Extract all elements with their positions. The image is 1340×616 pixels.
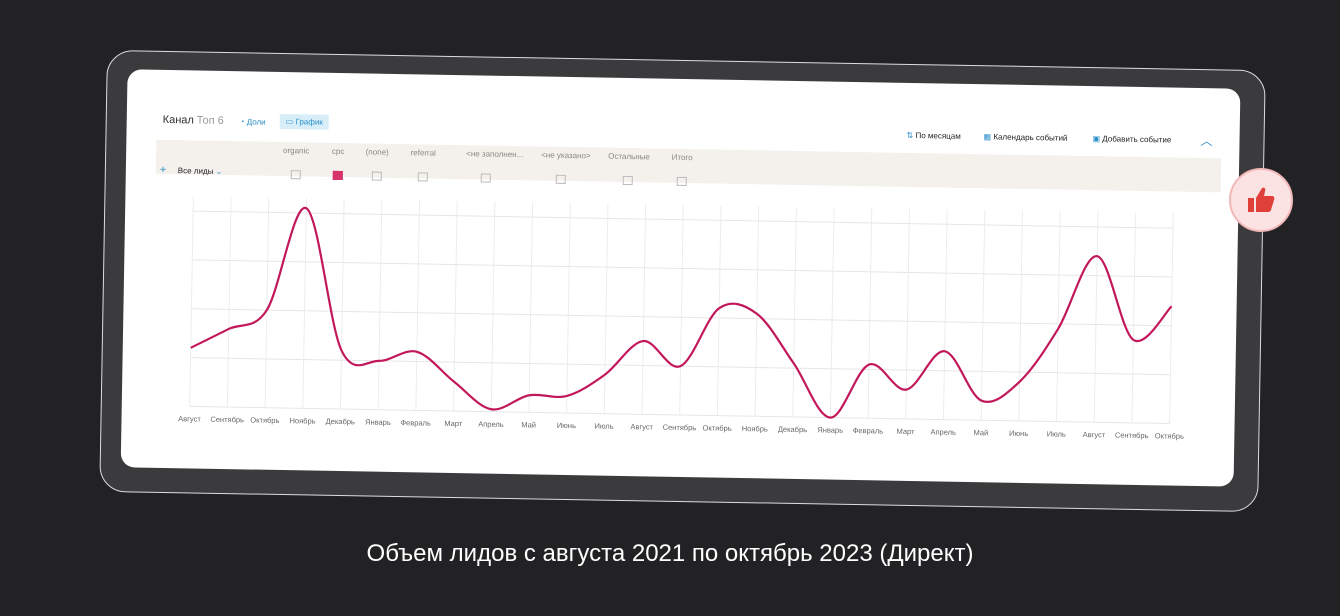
- column-toggle[interactable]: [555, 174, 566, 184]
- v-grid-line: [829, 207, 835, 418]
- v-grid-line: [1056, 211, 1061, 422]
- calendar[interactable]: ▦ Календарь событий: [983, 132, 1068, 143]
- column-toggle[interactable]: [417, 172, 428, 182]
- x-tick-label: Декабрь: [326, 417, 355, 427]
- device-frame: Канал Топ 6 ◔ Доли ▭ График ⇅ По месяцам…: [99, 49, 1266, 513]
- screen: Канал Топ 6 ◔ Доли ▭ График ⇅ По месяцам…: [120, 69, 1241, 487]
- x-tick-label: Январь: [365, 417, 391, 426]
- x-tick-label: Октябрь: [1155, 431, 1184, 441]
- v-grid-line: [1169, 213, 1174, 424]
- v-grid-line: [1093, 212, 1099, 423]
- x-tick-label: Август: [630, 422, 653, 431]
- like-button: [1229, 168, 1293, 232]
- shares-tab[interactable]: ◔ Доли: [239, 117, 266, 127]
- x-tick-label: Июнь: [557, 421, 576, 430]
- v-grid-line: [490, 201, 496, 412]
- v-grid-line: [415, 200, 421, 411]
- column-toggle[interactable]: [332, 170, 343, 181]
- x-tick-label: Май: [521, 420, 536, 429]
- x-tick-label: Сентябрь: [210, 415, 244, 425]
- v-grid-line: [339, 199, 345, 410]
- column-name: organic: [283, 146, 310, 156]
- channel: Канал: [162, 113, 194, 127]
- columns: organic cpc (none) referral <не заполнен... <…: [128, 69, 1241, 187]
- row-label-text: Все лиды: [177, 166, 214, 176]
- x-tick-label: Апрель: [930, 427, 956, 436]
- add-event[interactable]: ▣ Добавить событие: [1092, 134, 1172, 145]
- add-button[interactable]: +: [159, 163, 167, 176]
- x-tick-label: Февраль: [853, 426, 884, 436]
- x-tick-label: Октябрь: [250, 415, 279, 425]
- v-grid-line: [942, 209, 948, 420]
- column-name: cpc: [331, 146, 345, 157]
- v-grid-line: [603, 203, 609, 414]
- x-tick-label: Сентябрь: [1115, 431, 1149, 441]
- v-grid-line: [679, 204, 684, 415]
- column-toggle[interactable]: [371, 171, 382, 181]
- column-toggle[interactable]: [290, 170, 301, 180]
- x-tick-label: Февраль: [400, 418, 431, 428]
- shares: Доли: [246, 117, 266, 127]
- data-line: [190, 207, 1173, 419]
- x-tick-label: Январь: [817, 425, 843, 434]
- graph: График: [295, 117, 323, 127]
- column-name: referral: [410, 148, 436, 158]
- v-grid-line: [641, 204, 647, 415]
- v-grid-line: [867, 208, 873, 419]
- v-grid-line: [302, 198, 307, 409]
- top[interactable]: Топ 6: [196, 114, 224, 127]
- x-tick-label: Июль: [1047, 429, 1066, 438]
- v-grid-line: [189, 196, 194, 407]
- x-tick-label: Март: [897, 427, 916, 436]
- column-name: Остальные: [608, 151, 650, 162]
- v-grid-line: [528, 202, 534, 413]
- column-toggle[interactable]: [676, 176, 687, 187]
- x-tick-label: Декабрь: [778, 425, 807, 435]
- v-grid-line: [566, 203, 571, 414]
- add-event-text: Добавить событие: [1102, 134, 1172, 145]
- x-tick-label: Май: [974, 428, 989, 437]
- v-grid-line: [377, 199, 383, 410]
- x-tick-label: Июль: [594, 421, 613, 430]
- v-grid-line: [792, 206, 797, 417]
- thumb-icon: [1248, 187, 1275, 212]
- x-tick-label: Август: [178, 414, 201, 423]
- column-name: (none): [365, 147, 389, 157]
- by-months-text: По месяцам: [915, 131, 961, 141]
- by-months[interactable]: ⇅ По месяцам: [906, 130, 961, 141]
- x-tick-label: Ноябрь: [289, 416, 315, 425]
- x-tick-label: Апрель: [478, 419, 504, 428]
- column-toggle[interactable]: [480, 173, 491, 183]
- v-grid-line: [905, 208, 910, 419]
- collapse[interactable]: ︿: [1200, 134, 1213, 149]
- v-grid-line: [1018, 210, 1024, 421]
- chart: Август Сентябрь Октябрь Ноябрь Декабрь Январь…: [178, 196, 1184, 441]
- x-tick-label: Август: [1083, 430, 1106, 439]
- v-grid-line: [716, 205, 722, 416]
- x-tick-label: Ноябрь: [742, 424, 768, 433]
- x-tick-label: Июнь: [1009, 429, 1028, 438]
- column-name: <не указано>: [541, 150, 591, 161]
- v-grid-line: [264, 197, 270, 408]
- v-grid-line: [1131, 212, 1137, 423]
- caption: Объем лидов с августа 2021 по октябрь 20…: [366, 540, 974, 567]
- column-toggle[interactable]: [622, 175, 633, 186]
- calendar-text: Календарь событий: [993, 132, 1068, 143]
- column-name: Итого: [671, 152, 693, 163]
- x-tick-label: Сентябрь: [663, 423, 697, 433]
- row-label[interactable]: Все лиды ⌄: [177, 166, 223, 176]
- x-tick-label: Март: [444, 419, 463, 428]
- v-grid-line: [453, 201, 458, 412]
- v-grid-line: [754, 206, 760, 417]
- graph-tab[interactable]: ▭ График: [279, 113, 329, 130]
- v-grid-line: [980, 210, 986, 421]
- x-tick-label: Октябрь: [703, 423, 732, 433]
- column-name: <не заполнен...: [466, 149, 524, 160]
- v-grid-line: [226, 197, 232, 408]
